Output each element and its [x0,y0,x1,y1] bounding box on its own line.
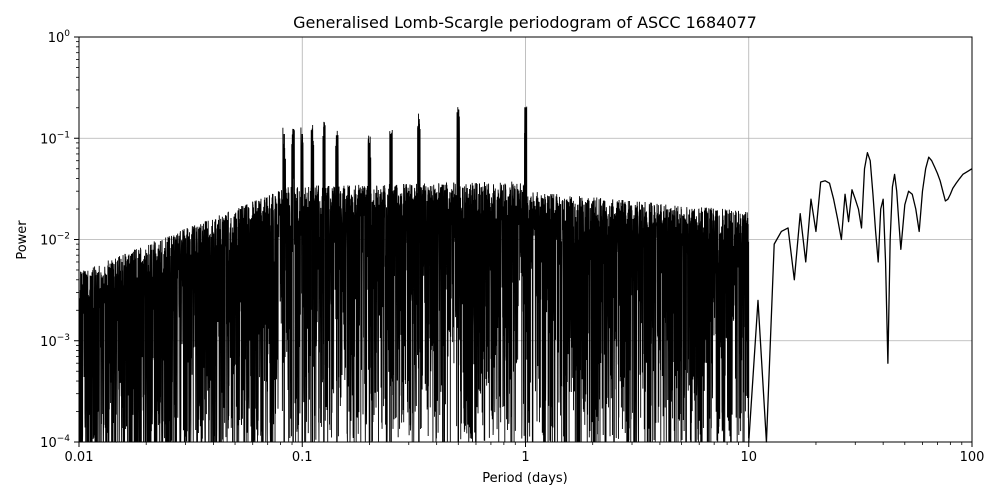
x-tick-label: 100 [960,450,985,465]
y-axis-label: Power [15,220,30,260]
y-tick-label: 100 [48,29,71,46]
periodogram-smooth-line [748,152,973,443]
y-tick-label: 10−2 [40,232,70,249]
x-tick-label: 1 [521,450,529,465]
y-tick-label: 10−1 [40,130,70,147]
x-axis: 0.01 0.1 1 10 100 [65,442,985,465]
series-layer [78,106,973,443]
x-tick-label: 0.1 [292,450,313,465]
plot-area [78,36,973,443]
y-tick-label: 10−3 [40,333,70,350]
x-tick-label: 10 [740,450,757,465]
chart-title: Generalised Lomb-Scargle periodogram of … [293,13,757,32]
x-tick-label: 0.01 [65,450,94,465]
x-axis-label: Period (days) [482,471,568,486]
periodogram-dense-line [78,106,750,443]
y-axis: 10−4 10−3 10−2 10−1 100 [40,29,79,451]
y-tick-label: 10−4 [40,434,70,451]
